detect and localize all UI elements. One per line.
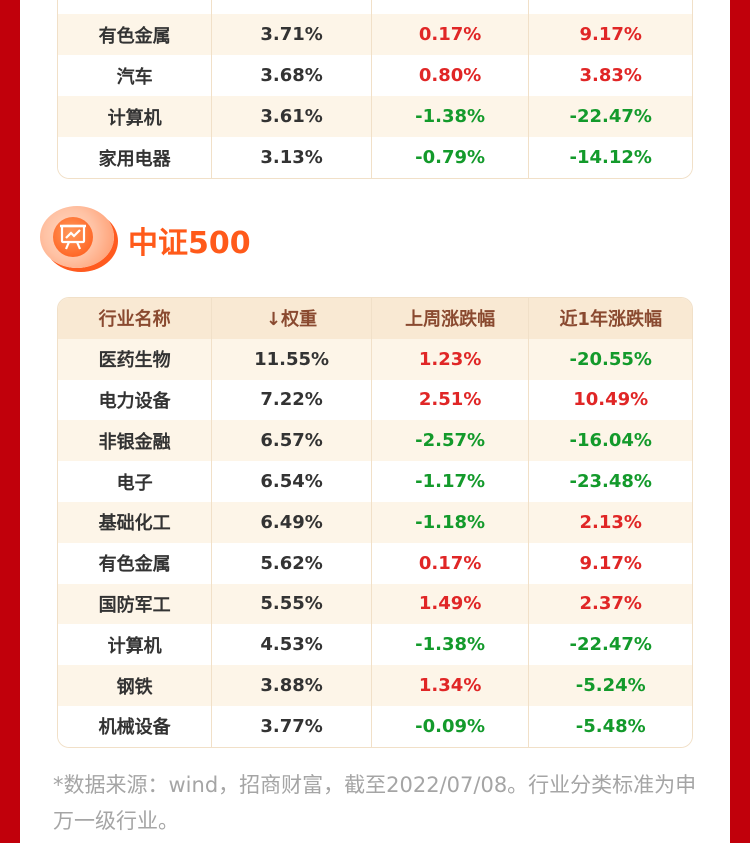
industry-name-cell: —: [58, 0, 213, 14]
weight-cell: 5.55%: [212, 583, 372, 625]
year-change-cell: -5.24%: [529, 665, 692, 706]
header-weight-sort[interactable]: ↓权重: [212, 298, 372, 339]
industry-name-cell: 国防军工: [58, 583, 213, 625]
week-change-cell: -1.17%: [371, 461, 530, 502]
week-change-cell: 0.80%: [371, 55, 530, 96]
industry-name-cell: 钢铁: [58, 665, 213, 706]
table-row: 家用电器 3.13% -0.79% -14.12%: [58, 137, 692, 178]
week-change-cell: 2.51%: [371, 379, 530, 421]
week-change-cell: -1.18%: [371, 501, 530, 543]
table-row: 医药生物 11.55% 1.23% -20.55%: [58, 338, 692, 380]
year-change-cell: -23.48%: [529, 461, 692, 502]
weight-cell: 3.71%: [212, 14, 372, 55]
year-change-cell: 2.37%: [529, 583, 692, 625]
weight-cell: —: [212, 0, 372, 14]
industry-name-cell: 电子: [58, 461, 213, 502]
weight-cell: 5.62%: [212, 542, 372, 584]
table-row: 非银金融 6.57% -2.57% -16.04%: [58, 420, 692, 462]
week-change-cell: -0.09%: [371, 705, 530, 747]
year-change-cell: -14.12%: [529, 137, 692, 178]
year-change-cell: -22.47%: [529, 96, 692, 137]
industry-name-cell: 非银金融: [58, 420, 213, 462]
week-change-cell: -1.38%: [371, 96, 530, 137]
weight-cell: 7.22%: [212, 379, 372, 421]
weight-cell: 6.49%: [212, 501, 372, 543]
year-change-cell: -5.48%: [529, 705, 692, 747]
industry-name-cell: 机械设备: [58, 705, 213, 747]
header-industry-name: 行业名称: [58, 298, 213, 339]
table-row: 电力设备 7.22% 2.51% 10.49%: [58, 379, 692, 421]
industry-name-cell: 计算机: [58, 624, 213, 666]
week-change-cell: -1.38%: [371, 624, 530, 666]
weight-cell: 3.77%: [212, 705, 372, 747]
industry-name-cell: 有色金属: [58, 542, 213, 584]
week-change-cell: 1.23%: [371, 338, 530, 380]
industry-weight-table-csi500: 行业名称 ↓权重 上周涨跌幅 近1年涨跌幅 医药生物 11.55% 1.23% -20…: [57, 297, 693, 748]
industry-name-cell: 电力设备: [58, 379, 213, 421]
table-row: 钢铁 3.88% 1.34% -5.24%: [58, 665, 692, 706]
weight-cell: 6.57%: [212, 420, 372, 462]
industry-name-cell: 家用电器: [58, 137, 213, 178]
week-change-cell: -2.57%: [371, 420, 530, 462]
weight-cell: 3.61%: [212, 96, 372, 137]
table-row: 基础化工 6.49% -1.18% 2.13%: [58, 501, 692, 543]
table-header-row: 行业名称 ↓权重 上周涨跌幅 近1年涨跌幅: [58, 298, 692, 339]
year-change-cell: -22.47%: [529, 624, 692, 666]
industry-name-cell: 基础化工: [58, 501, 213, 543]
table-row: 计算机 3.61% -1.38% -22.47%: [58, 96, 692, 137]
industry-weight-table-top: ————有色金属3.71%0.17%9.17%汽车3.68%0.80%3.83%…: [57, 0, 693, 179]
year-change-cell: 3.83%: [529, 55, 692, 96]
week-change-cell: —: [371, 0, 530, 14]
weight-cell: 3.88%: [212, 665, 372, 706]
year-change-cell: 9.17%: [529, 542, 692, 584]
week-change-cell: 1.49%: [371, 583, 530, 625]
table-row: 机械设备 3.77% -0.09% -5.48%: [58, 705, 692, 747]
year-change-cell: -20.55%: [529, 338, 692, 380]
table-row: 有色金属 3.71% 0.17% 9.17%: [58, 14, 692, 55]
year-change-cell: -16.04%: [529, 420, 692, 462]
footnote: *数据来源：wind，招商财富，截至2022/07/08。行业分类标准为申万一级…: [53, 773, 697, 833]
industry-name-cell: 汽车: [58, 55, 213, 96]
week-change-cell: 1.34%: [371, 665, 530, 706]
header-week-change: 上周涨跌幅: [371, 298, 530, 339]
weight-cell: 6.54%: [212, 461, 372, 502]
table-row: 电子 6.54% -1.17% -23.48%: [58, 461, 692, 502]
industry-name-cell: 计算机: [58, 96, 213, 137]
section-title: 中证500: [128, 226, 251, 261]
table-row: 有色金属 5.62% 0.17% 9.17%: [58, 542, 692, 584]
table-row: 计算机 4.53% -1.38% -22.47%: [58, 624, 692, 666]
year-change-cell: 9.17%: [529, 14, 692, 55]
header-year-change: 近1年涨跌幅: [529, 298, 692, 339]
weight-cell: 3.68%: [212, 55, 372, 96]
chart-board-icon: [60, 224, 86, 250]
weight-cell: 3.13%: [212, 137, 372, 178]
industry-name-cell: 有色金属: [58, 14, 213, 55]
section-badge: [40, 206, 114, 268]
table-row: 汽车 3.68% 0.80% 3.83%: [58, 55, 692, 96]
year-change-cell: 2.13%: [529, 501, 692, 543]
year-change-cell: —: [529, 0, 692, 14]
week-change-cell: 0.17%: [371, 14, 530, 55]
table-row: 国防军工 5.55% 1.49% 2.37%: [58, 583, 692, 625]
weight-cell: 4.53%: [212, 624, 372, 666]
year-change-cell: 10.49%: [529, 379, 692, 421]
week-change-cell: -0.79%: [371, 137, 530, 178]
industry-name-cell: 医药生物: [58, 338, 213, 380]
weight-cell: 11.55%: [212, 338, 372, 380]
table-row: ————: [58, 0, 692, 14]
week-change-cell: 0.17%: [371, 542, 530, 584]
section-header: 中证500: [40, 206, 440, 270]
